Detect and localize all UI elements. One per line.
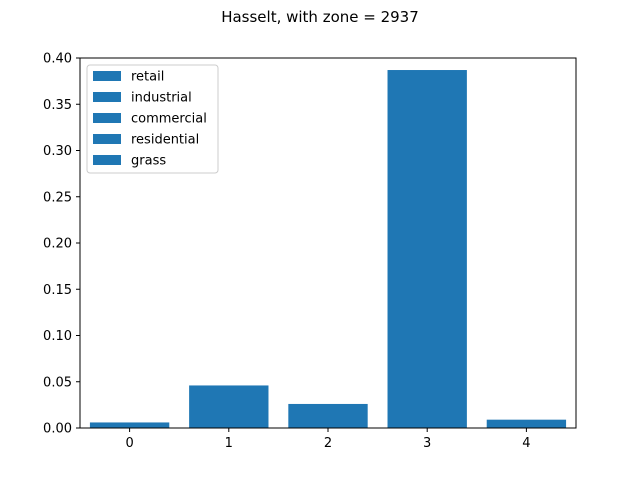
y-tick-label: 0.35 [43,98,72,113]
y-tick-label: 0.20 [43,237,72,252]
y-tick-label: 0.05 [43,375,72,390]
legend-label: industrial [131,91,192,106]
legend-swatch [93,113,121,123]
y-tick-label: 0.25 [43,190,72,205]
bar-2 [288,403,368,428]
legend-swatch [93,71,121,81]
legend-swatch [93,155,121,165]
bar-0 [89,422,170,428]
bar-4 [486,419,567,428]
legend-label: grass [131,154,166,169]
x-tick-label: 0 [125,436,133,451]
y-tick-label: 0.40 [43,52,72,67]
x-tick-label: 2 [324,436,332,451]
x-tick-label: 1 [225,436,233,451]
y-tick-label: 0.00 [43,422,72,437]
y-tick-label: 0.10 [43,329,72,344]
legend-label: commercial [131,112,207,127]
y-tick-label: 0.15 [43,283,72,298]
y-tick-label: 0.30 [43,144,72,159]
x-tick-label: 4 [522,436,530,451]
legend-swatch [93,92,121,102]
chart-title: Hasselt, with zone = 2937 [221,8,419,26]
bar-3 [387,70,467,429]
x-axis: 0 1 2 3 4 [125,428,531,451]
y-axis: 0.00 0.05 0.10 0.15 0.20 0.25 0.30 0.35 0.40 [43,52,80,437]
legend: retail industrial commercial residential gra… [86,64,219,174]
plot-frame [79,57,577,429]
legend-label: residential [131,133,199,148]
legend-label: retail [131,70,164,85]
x-tick-label: 3 [423,436,431,451]
legend-swatch [93,134,121,144]
bar-1 [189,385,269,428]
